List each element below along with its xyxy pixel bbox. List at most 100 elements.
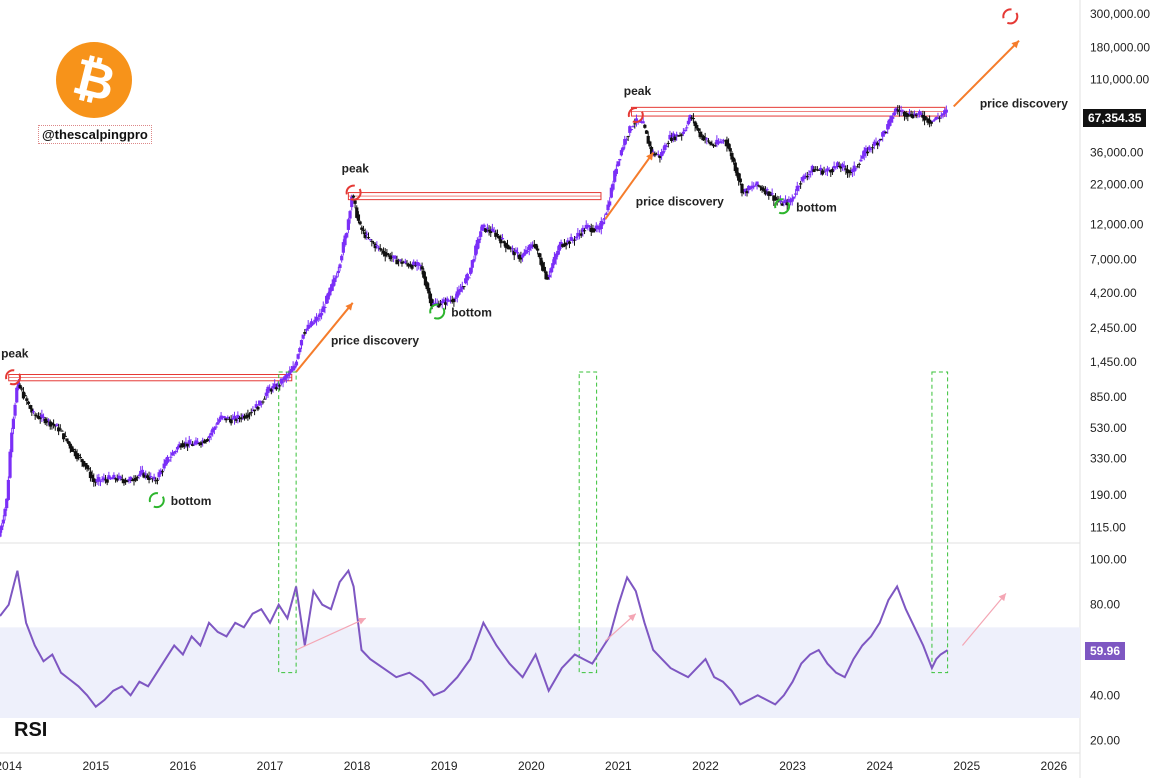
candle-body bbox=[154, 480, 158, 482]
candle-body bbox=[388, 255, 392, 260]
candle-body bbox=[341, 242, 345, 253]
candle-body bbox=[943, 110, 947, 114]
candle-body bbox=[835, 162, 840, 167]
candle-body bbox=[824, 170, 828, 172]
candle-body bbox=[199, 442, 203, 446]
candle-body bbox=[934, 116, 938, 120]
candle-body bbox=[152, 476, 156, 480]
candle-body bbox=[33, 414, 37, 416]
candle-body bbox=[177, 444, 181, 448]
candle-body bbox=[676, 135, 680, 137]
candle-body bbox=[514, 249, 518, 253]
candle-body bbox=[912, 113, 917, 115]
candle-body bbox=[127, 479, 131, 481]
candle-body bbox=[752, 186, 756, 188]
discovery-arrow-head bbox=[345, 302, 353, 311]
candle-body bbox=[48, 421, 52, 427]
candle-body bbox=[132, 478, 136, 481]
candle-body bbox=[520, 254, 525, 258]
candle-body bbox=[353, 200, 357, 204]
candle-body bbox=[730, 152, 734, 160]
candle-body bbox=[482, 224, 486, 228]
candle-body bbox=[902, 111, 907, 117]
candle-body bbox=[497, 235, 501, 239]
candle-body bbox=[293, 365, 297, 369]
candle-body bbox=[405, 263, 409, 265]
candle-body bbox=[549, 268, 553, 273]
candle-body bbox=[735, 167, 739, 176]
price-tick-label: 110,000.00 bbox=[1090, 73, 1149, 87]
year-tick-label: 2023 bbox=[779, 759, 806, 773]
candle-body bbox=[335, 276, 339, 278]
candle-body bbox=[90, 474, 94, 479]
candle-body bbox=[325, 295, 329, 304]
candle-body bbox=[202, 440, 206, 444]
candle-body bbox=[547, 275, 551, 278]
candle-body bbox=[718, 141, 722, 143]
candle-body bbox=[442, 299, 446, 303]
bitcoin-glyph: ₿ bbox=[67, 46, 121, 114]
candle-body bbox=[204, 439, 208, 442]
candle-body bbox=[135, 476, 139, 478]
discovery-arrow bbox=[953, 39, 1020, 108]
candle-body bbox=[855, 166, 860, 168]
candle-body bbox=[174, 450, 178, 452]
candle-body bbox=[892, 112, 897, 116]
candle-body bbox=[596, 227, 600, 230]
candle-body bbox=[624, 139, 629, 141]
candle-body bbox=[609, 187, 613, 198]
candle-body bbox=[633, 123, 637, 125]
candle-body bbox=[589, 227, 593, 233]
candle-body bbox=[554, 253, 558, 260]
candle-body bbox=[159, 470, 163, 475]
candle-body bbox=[537, 253, 541, 258]
candle-body bbox=[36, 415, 41, 419]
candle-body bbox=[698, 131, 702, 138]
candle-body bbox=[879, 139, 883, 141]
candle-body bbox=[505, 244, 510, 249]
candle-body bbox=[711, 145, 716, 147]
candle-body bbox=[783, 199, 788, 203]
candle-body bbox=[395, 259, 399, 265]
breakout-highlight-box bbox=[278, 371, 297, 674]
candle-body bbox=[755, 181, 759, 186]
candle-body bbox=[557, 244, 562, 251]
candle-body bbox=[700, 134, 704, 136]
candle-body bbox=[891, 116, 895, 119]
candle-body bbox=[671, 133, 675, 138]
candle-body bbox=[418, 264, 423, 266]
candle-body bbox=[30, 408, 34, 413]
candle-body bbox=[494, 232, 498, 237]
candle-body bbox=[321, 306, 325, 313]
candle-body bbox=[241, 415, 245, 417]
candle-body bbox=[244, 415, 248, 418]
price-discovery-label: price discovery bbox=[331, 334, 419, 348]
candle-body bbox=[93, 481, 98, 483]
candle-body bbox=[65, 438, 69, 442]
candle-body bbox=[21, 391, 26, 399]
candle-body bbox=[351, 195, 356, 198]
rsi-arrow bbox=[295, 617, 367, 651]
peak-marker-icon bbox=[1002, 8, 1019, 25]
candle-body bbox=[122, 479, 126, 484]
candle-body bbox=[397, 260, 401, 262]
candle-body bbox=[381, 250, 386, 254]
candle-body bbox=[623, 138, 627, 146]
bottom-marker-icon bbox=[774, 198, 791, 215]
candle-body bbox=[544, 271, 548, 280]
candle-body bbox=[157, 472, 161, 477]
candle-body bbox=[356, 214, 361, 221]
candle-body bbox=[678, 134, 682, 136]
candle-body bbox=[767, 191, 771, 196]
candle-body bbox=[927, 119, 932, 124]
candle-body bbox=[376, 246, 381, 248]
candle-body bbox=[882, 130, 886, 135]
candle-body bbox=[680, 134, 684, 136]
candle-body bbox=[914, 114, 918, 116]
candle-body bbox=[886, 124, 890, 130]
candle-body bbox=[760, 187, 764, 191]
candle-body bbox=[87, 468, 91, 470]
breakout-highlight-box bbox=[578, 371, 598, 674]
candle-body bbox=[433, 302, 438, 305]
candle-body bbox=[316, 318, 320, 320]
